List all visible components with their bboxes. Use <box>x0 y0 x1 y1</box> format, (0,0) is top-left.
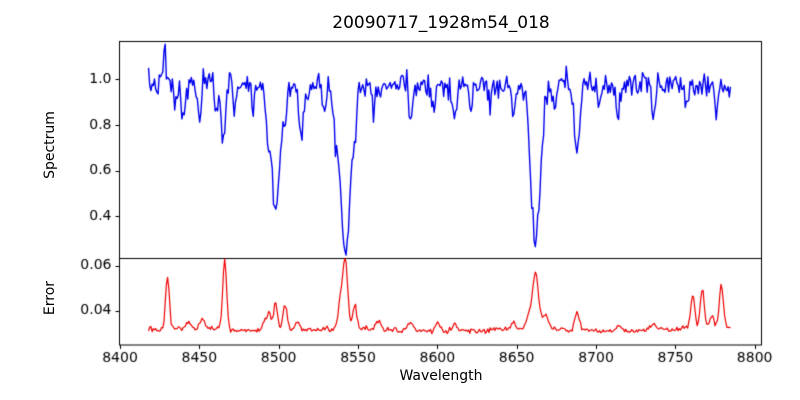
y-axis-label-error: Error <box>42 280 58 316</box>
y-axis-label-spectrum: Spectrum <box>42 111 58 179</box>
chart-title: 20090717_1928m54_018 <box>332 13 550 33</box>
x-axis-label: Wavelength <box>399 368 483 384</box>
